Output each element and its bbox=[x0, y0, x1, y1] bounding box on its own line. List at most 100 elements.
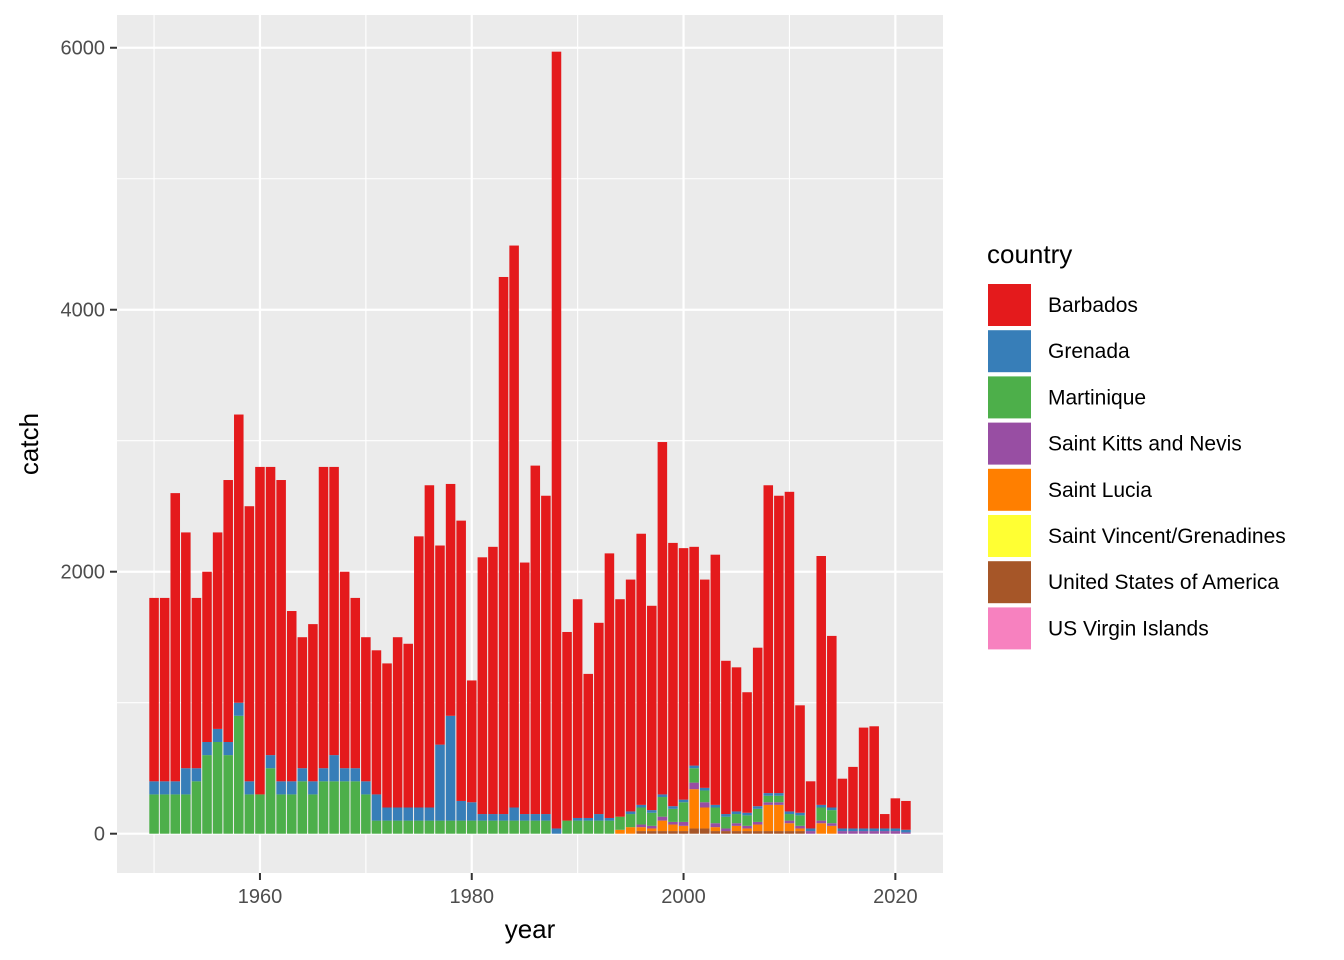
bar-segment-martinique-1994 bbox=[615, 816, 625, 830]
bar-segment-grenada-2002 bbox=[699, 787, 710, 791]
bar-segment-grenada-2010 bbox=[784, 811, 795, 815]
bar-segment-grenada-1961 bbox=[265, 755, 276, 769]
bar-segment-barbados-1994 bbox=[615, 599, 625, 817]
bar-segment-grenada-1968 bbox=[339, 768, 350, 782]
legend-key bbox=[988, 468, 1031, 511]
bar-segment-martinique-1983 bbox=[498, 820, 509, 834]
bar-segment-grenada-1969 bbox=[350, 768, 361, 782]
bar-segment-saint-lucia-2013 bbox=[816, 823, 826, 834]
bar-segment-barbados-1983 bbox=[498, 276, 509, 815]
bar-segment-martinique-1974 bbox=[403, 820, 413, 834]
bar-segment-grenada-1970 bbox=[361, 781, 371, 795]
bar-segment-united-states-of-america-2000 bbox=[678, 831, 689, 834]
bar-segment-martinique-2014 bbox=[827, 810, 837, 824]
bar-segment-barbados-1968 bbox=[339, 571, 350, 769]
bar-segment-barbados-1965 bbox=[308, 624, 318, 782]
bar-segment-barbados-1964 bbox=[297, 637, 308, 769]
bar-segment-barbados-2004 bbox=[721, 660, 731, 815]
bar-segment-saint-lucia-1999 bbox=[668, 824, 678, 832]
x-axis-title: year bbox=[505, 914, 556, 944]
bar-segment-barbados-2000 bbox=[678, 548, 689, 800]
bar-segment-barbados-1960 bbox=[255, 466, 265, 795]
bar-segment-barbados-1997 bbox=[647, 605, 657, 811]
bar-segment-martinique-1954 bbox=[191, 781, 202, 834]
bar-segment-grenada-1979 bbox=[456, 800, 466, 821]
bar-segment-barbados-1995 bbox=[625, 579, 636, 812]
bar-segment-martinique-1967 bbox=[329, 781, 339, 834]
bar-segment-saint-lucia-2006 bbox=[742, 828, 752, 832]
bar-segment-grenada-2001 bbox=[689, 765, 699, 769]
legend-label: United States of America bbox=[1048, 571, 1279, 594]
bar-segment-grenada-1956 bbox=[212, 728, 223, 743]
bar-segment-martinique-1963 bbox=[286, 794, 297, 834]
bar-segment-grenada-1990 bbox=[572, 817, 583, 821]
bar-segment-martinique-1981 bbox=[477, 820, 488, 834]
bar-segment-barbados-1993 bbox=[604, 553, 615, 818]
bar-segment-saint-lucia-2003 bbox=[710, 827, 721, 832]
bar-segment-barbados-1950 bbox=[149, 597, 159, 782]
bar-segment-martinique-1952 bbox=[170, 794, 181, 834]
bar-segment-saint-lucia-2014 bbox=[827, 825, 837, 834]
bar-segment-barbados-1972 bbox=[382, 663, 392, 808]
bar-segment-martinique-1977 bbox=[435, 820, 445, 834]
bar-segment-barbados-1991 bbox=[583, 673, 594, 818]
legend-key bbox=[988, 607, 1031, 650]
bar-segment-grenada-1980 bbox=[466, 802, 477, 821]
bar-segment-grenada-1993 bbox=[604, 817, 615, 821]
bar-segment-grenada-1974 bbox=[403, 807, 413, 821]
bar-segment-martinique-1950 bbox=[149, 794, 159, 834]
bar-segment-barbados-1985 bbox=[519, 562, 530, 815]
bar-segment-martinique-1970 bbox=[361, 794, 371, 834]
bar-segment-martinique-1957 bbox=[223, 755, 233, 834]
bar-segment-martinique-1951 bbox=[159, 794, 170, 834]
bar-segment-barbados-1963 bbox=[286, 611, 297, 782]
bar-segment-grenada-1967 bbox=[329, 755, 339, 782]
bar-segment-united-states-of-america-1997 bbox=[647, 831, 657, 834]
bar-segment-grenada-1992 bbox=[594, 814, 604, 821]
bar-segment-martinique-1978 bbox=[445, 820, 456, 834]
legend-label: Grenada bbox=[1048, 340, 1130, 363]
bar-segment-saint-kitts-and-nevis-2000 bbox=[678, 821, 689, 826]
y-tick-label: 4000 bbox=[61, 300, 106, 322]
bar-segment-united-states-of-america-2004 bbox=[721, 831, 731, 834]
bar-segment-grenada-2000 bbox=[678, 799, 689, 803]
y-axis: 0 2000 4000 6000 bbox=[61, 38, 117, 846]
bar-segment-grenada-1955 bbox=[202, 742, 212, 756]
bar-segment-barbados-1966 bbox=[318, 466, 329, 769]
bar-segment-saint-kitts-and-nevis-2004 bbox=[721, 828, 731, 832]
bar-segment-martinique-1964 bbox=[297, 781, 308, 834]
bar-segment-barbados-2012 bbox=[805, 781, 816, 829]
bar-segment-barbados-1979 bbox=[456, 520, 466, 801]
bar-segment-grenada-1995 bbox=[625, 811, 636, 815]
bar-segment-barbados-1980 bbox=[466, 680, 477, 803]
legend-key bbox=[988, 284, 1031, 326]
legend-label: Martinique bbox=[1048, 386, 1146, 409]
bar-segment-barbados-1986 bbox=[530, 465, 541, 815]
bar-segment-martinique-1969 bbox=[350, 781, 361, 834]
bar-segment-grenada-2005 bbox=[731, 811, 742, 815]
bar-segment-united-states-of-america-2007 bbox=[752, 831, 763, 834]
bar-segment-martinique-1972 bbox=[382, 820, 392, 834]
bar-segment-saint-lucia-1997 bbox=[647, 828, 657, 832]
bar-segment-grenada-1959 bbox=[244, 781, 255, 795]
bar-segment-grenada-1997 bbox=[647, 810, 657, 813]
legend-key bbox=[988, 422, 1031, 465]
legend-label: Saint Lucia bbox=[1048, 479, 1152, 502]
bar-segment-barbados-2011 bbox=[795, 705, 805, 813]
bar-segment-barbados-1984 bbox=[509, 245, 519, 808]
bar-segment-saint-kitts-and-nevis-2017 bbox=[858, 831, 869, 834]
bar-segment-grenada-2003 bbox=[710, 804, 721, 808]
y-tick-label: 6000 bbox=[61, 38, 106, 60]
bar-segment-barbados-1971 bbox=[371, 650, 382, 795]
bar-segment-martinique-1992 bbox=[594, 820, 604, 834]
bar-segment-grenada-1973 bbox=[392, 807, 403, 821]
bar-segment-barbados-2008 bbox=[763, 485, 774, 794]
bar-segment-martinique-1965 bbox=[308, 794, 318, 834]
bar-segment-martinique-2003 bbox=[710, 807, 721, 824]
bar-segment-barbados-2007 bbox=[752, 647, 763, 807]
bar-segment-martinique-1959 bbox=[244, 794, 255, 834]
bar-segment-martinique-2009 bbox=[774, 795, 784, 803]
bar-segment-barbados-1955 bbox=[202, 571, 212, 743]
bar-segment-barbados-2002 bbox=[699, 579, 710, 788]
